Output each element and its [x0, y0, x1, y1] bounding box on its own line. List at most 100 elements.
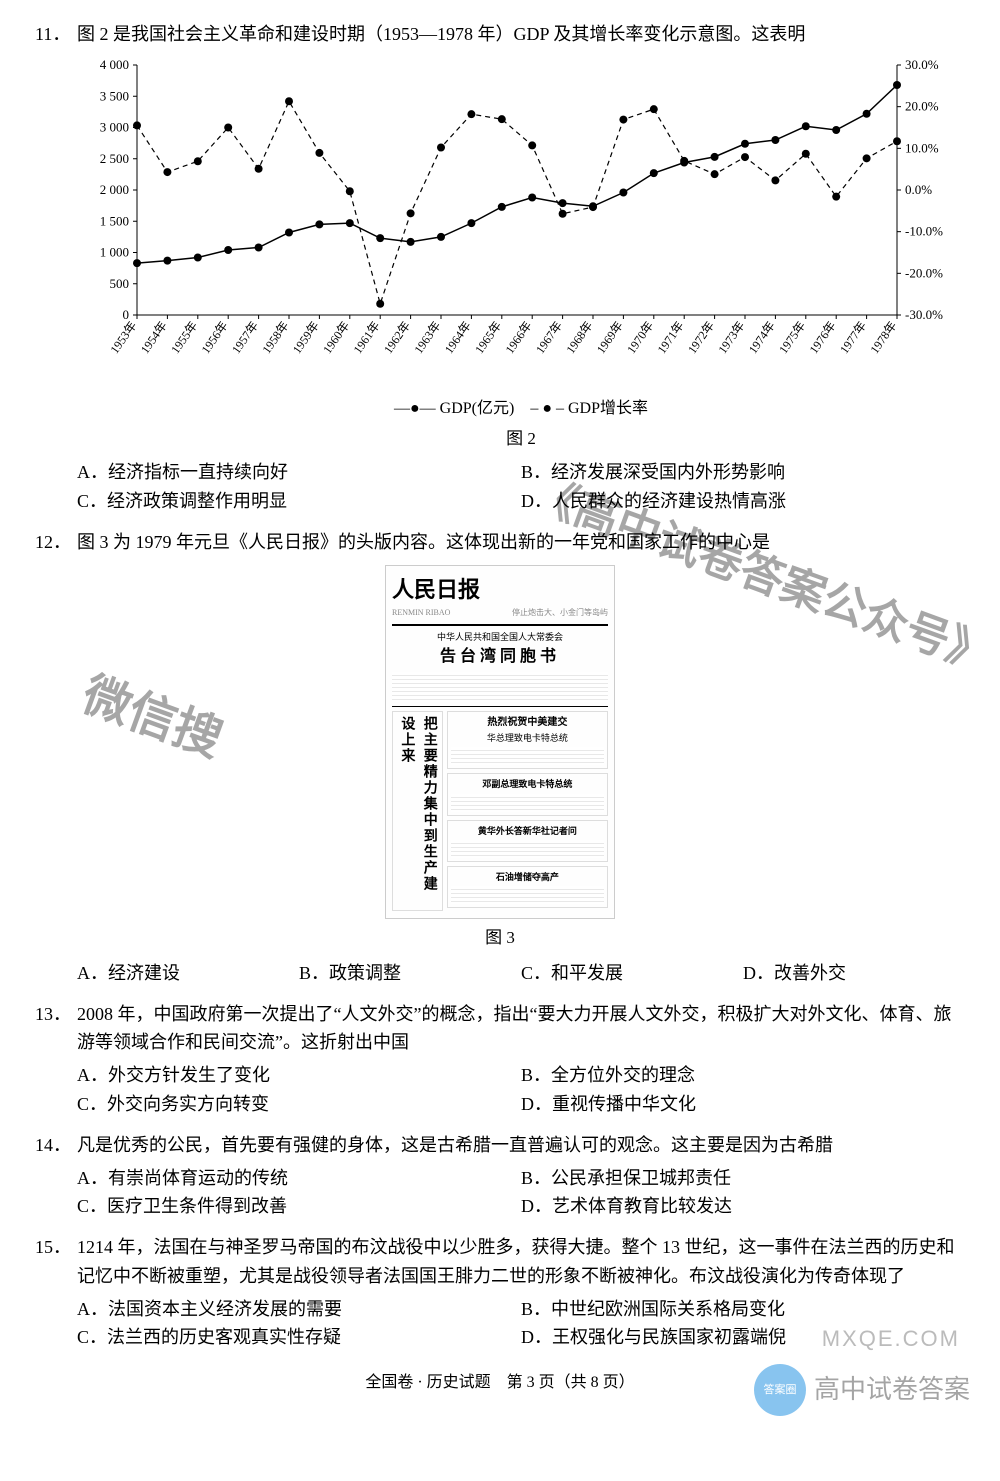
newspaper-image: 人民日报 RENMIN RIBAO 停止炮击大、小金门等岛屿 中华人民共和国全国… [385, 565, 615, 920]
svg-text:1969年: 1969年 [594, 318, 626, 356]
gdp-chart-svg: 05001 0001 5002 0002 5003 0003 5004 0003… [77, 55, 957, 385]
svg-text:3 500: 3 500 [100, 88, 129, 103]
q11-optC[interactable]: C．经济政策调整作用明显 [77, 487, 521, 516]
svg-text:1965年: 1965年 [472, 318, 504, 356]
q12-stem: 12． 图 3 为 1979 年元旦《人民日报》的头版内容。这体现出新的一年党和… [35, 528, 965, 557]
svg-text:2 000: 2 000 [100, 182, 129, 197]
svg-text:1956年: 1956年 [199, 318, 231, 356]
question-14: 14． 凡是优秀的公民，首先要有强健的身体，这是古希腊一直普遍认可的观念。这主要… [35, 1131, 965, 1221]
np-block1: 热烈祝贺中美建交 [451, 715, 604, 731]
np-announce-small: 中华人民共和国全国人大常委会 [392, 630, 608, 644]
svg-text:4 000: 4 000 [100, 57, 129, 72]
question-13: 13． 2008 年，中国政府第一次提出了“人文外交”的概念，指出“要大力开展人… [35, 1000, 965, 1119]
q13-optC[interactable]: C．外交向务实方向转变 [77, 1090, 521, 1119]
np-announce: 中华人民共和国全国人大常委会 告台湾同胞书 [392, 624, 608, 707]
svg-text:-10.0%: -10.0% [905, 223, 943, 238]
svg-text:1962年: 1962年 [381, 318, 413, 356]
q13-optD[interactable]: D．重视传播中华文化 [521, 1090, 965, 1119]
question-11: 11． 图 2 是我国社会主义革命和建设时期（1953—1978 年）GDP 及… [35, 20, 965, 516]
svg-text:-20.0%: -20.0% [905, 265, 943, 280]
svg-text:-30.0%: -30.0% [905, 307, 943, 322]
svg-text:1953年: 1953年 [107, 318, 139, 356]
np-block3: 黄华外长答新华社记者问 [451, 824, 604, 838]
svg-text:1973年: 1973年 [715, 318, 747, 356]
np-vertical-headline: 把主要精力集中到生产建设上来 [392, 711, 443, 911]
np-masthead: 人民日报 [392, 572, 480, 607]
svg-text:10.0%: 10.0% [905, 140, 939, 155]
svg-text:1954年: 1954年 [138, 318, 170, 356]
fig3-caption: 图 3 [35, 924, 965, 951]
legend-rate: – ● – GDP增长率 [530, 400, 648, 417]
svg-text:1964年: 1964年 [442, 318, 474, 356]
fig2-caption: 图 2 [77, 425, 965, 452]
q13-stem: 13． 2008 年，中国政府第一次提出了“人文外交”的概念，指出“要大力开展人… [35, 1000, 965, 1058]
svg-text:1959年: 1959年 [290, 318, 322, 356]
svg-text:1972年: 1972年 [685, 318, 717, 356]
svg-text:1958年: 1958年 [259, 318, 291, 356]
svg-text:1968年: 1968年 [563, 318, 595, 356]
q13-optA[interactable]: A．外交方针发生了变化 [77, 1061, 521, 1090]
np-block1-sub: 华总理致电卡特总统 [451, 731, 604, 745]
svg-text:3 000: 3 000 [100, 119, 129, 134]
svg-text:1963年: 1963年 [411, 318, 443, 356]
watermark-url: MXQE.COM [822, 1321, 960, 1356]
q14-text: 凡是优秀的公民，首先要有强健的身体，这是古希腊一直普遍认可的观念。这主要是因为古… [77, 1131, 965, 1160]
svg-text:1976年: 1976年 [807, 318, 839, 356]
q12-optD[interactable]: D．改善外交 [743, 959, 965, 988]
svg-text:1961年: 1961年 [351, 318, 383, 356]
q12-optB[interactable]: B．政策调整 [299, 959, 521, 988]
q13-optB[interactable]: B．全方位外交的理念 [521, 1061, 965, 1090]
q14-options: A．有崇尚体育运动的传统 B．公民承担保卫城邦责任 C．医疗卫生条件得到改善 D… [35, 1164, 965, 1222]
q15-optC[interactable]: C．法兰西的历史客观真实性存疑 [77, 1323, 521, 1352]
svg-text:1 500: 1 500 [100, 213, 129, 228]
watermark-bottom-text: 高中试卷答案 [814, 1369, 970, 1411]
chart-legend: —●— GDP(亿元) – ● – GDP增长率 [77, 396, 965, 422]
svg-text:1966年: 1966年 [503, 318, 535, 356]
q12-optC[interactable]: C．和平发展 [521, 959, 743, 988]
q13-num: 13． [35, 1000, 77, 1058]
svg-text:1978年: 1978年 [867, 318, 899, 356]
legend-gdp: —●— GDP(亿元) [394, 400, 514, 417]
q15-text: 1214 年，法国在与神圣罗马帝国的布汶战役中以少胜多，获得大捷。整个 13 世… [77, 1233, 965, 1291]
newspaper-figure: 人民日报 RENMIN RIBAO 停止炮击大、小金门等岛屿 中华人民共和国全国… [35, 565, 965, 951]
q14-num: 14． [35, 1131, 77, 1160]
q11-optB[interactable]: B．经济发展深受国内外形势影响 [521, 458, 965, 487]
svg-text:0.0%: 0.0% [905, 182, 932, 197]
q11-options: A．经济指标一直持续向好 B．经济发展深受国内外形势影响 C．经济政策调整作用明… [35, 458, 965, 516]
svg-text:1974年: 1974年 [746, 318, 778, 356]
q11-chart: 05001 0001 5002 0002 5003 0003 5004 0003… [35, 55, 965, 453]
svg-text:2 500: 2 500 [100, 151, 129, 166]
svg-text:1960年: 1960年 [320, 318, 352, 356]
q11-optD[interactable]: D．人民群众的经济建设热情高涨 [521, 487, 965, 516]
q15-optA[interactable]: A．法国资本主义经济发展的需要 [77, 1295, 521, 1324]
svg-text:1975年: 1975年 [776, 318, 808, 356]
svg-text:30.0%: 30.0% [905, 57, 939, 72]
np-pinyin: RENMIN RIBAO [392, 607, 480, 620]
svg-text:1 000: 1 000 [100, 244, 129, 259]
svg-text:500: 500 [110, 276, 130, 291]
q11-optA[interactable]: A．经济指标一直持续向好 [77, 458, 521, 487]
np-topline: 停止炮击大、小金门等岛屿 [512, 607, 608, 620]
q14-optC[interactable]: C．医疗卫生条件得到改善 [77, 1192, 521, 1221]
q12-optA[interactable]: A．经济建设 [77, 959, 299, 988]
q14-optA[interactable]: A．有崇尚体育运动的传统 [77, 1164, 521, 1193]
svg-text:1970年: 1970年 [624, 318, 656, 356]
svg-text:20.0%: 20.0% [905, 98, 939, 113]
q15-num: 15． [35, 1233, 77, 1291]
q14-optB[interactable]: B．公民承担保卫城邦责任 [521, 1164, 965, 1193]
question-12: 12． 图 3 为 1979 年元旦《人民日报》的头版内容。这体现出新的一年党和… [35, 528, 965, 988]
q12-text: 图 3 为 1979 年元旦《人民日报》的头版内容。这体现出新的一年党和国家工作… [77, 528, 965, 557]
svg-text:1967年: 1967年 [533, 318, 565, 356]
q13-text: 2008 年，中国政府第一次提出了“人文外交”的概念，指出“要大力开展人文外交，… [77, 1000, 965, 1058]
svg-text:1971年: 1971年 [655, 318, 687, 356]
q13-options: A．外交方针发生了变化 B．全方位外交的理念 C．外交向务实方向转变 D．重视传… [35, 1061, 965, 1119]
watermark-bottom: 答案圈 高中试卷答案 [754, 1364, 970, 1416]
q11-stem: 11． 图 2 是我国社会主义革命和建设时期（1953—1978 年）GDP 及… [35, 20, 965, 49]
np-announce-big: 告台湾同胞书 [392, 644, 608, 670]
np-block2: 邓副总理致电卡特总统 [451, 777, 604, 791]
q14-optD[interactable]: D．艺术体育教育比较发达 [521, 1192, 965, 1221]
np-block4: 石油增储夺高产 [451, 870, 604, 884]
watermark-logo: 答案圈 [754, 1364, 806, 1416]
q12-options: A．经济建设 B．政策调整 C．和平发展 D．改善外交 [35, 959, 965, 988]
q15-optB[interactable]: B．中世纪欧洲国际关系格局变化 [521, 1295, 965, 1324]
